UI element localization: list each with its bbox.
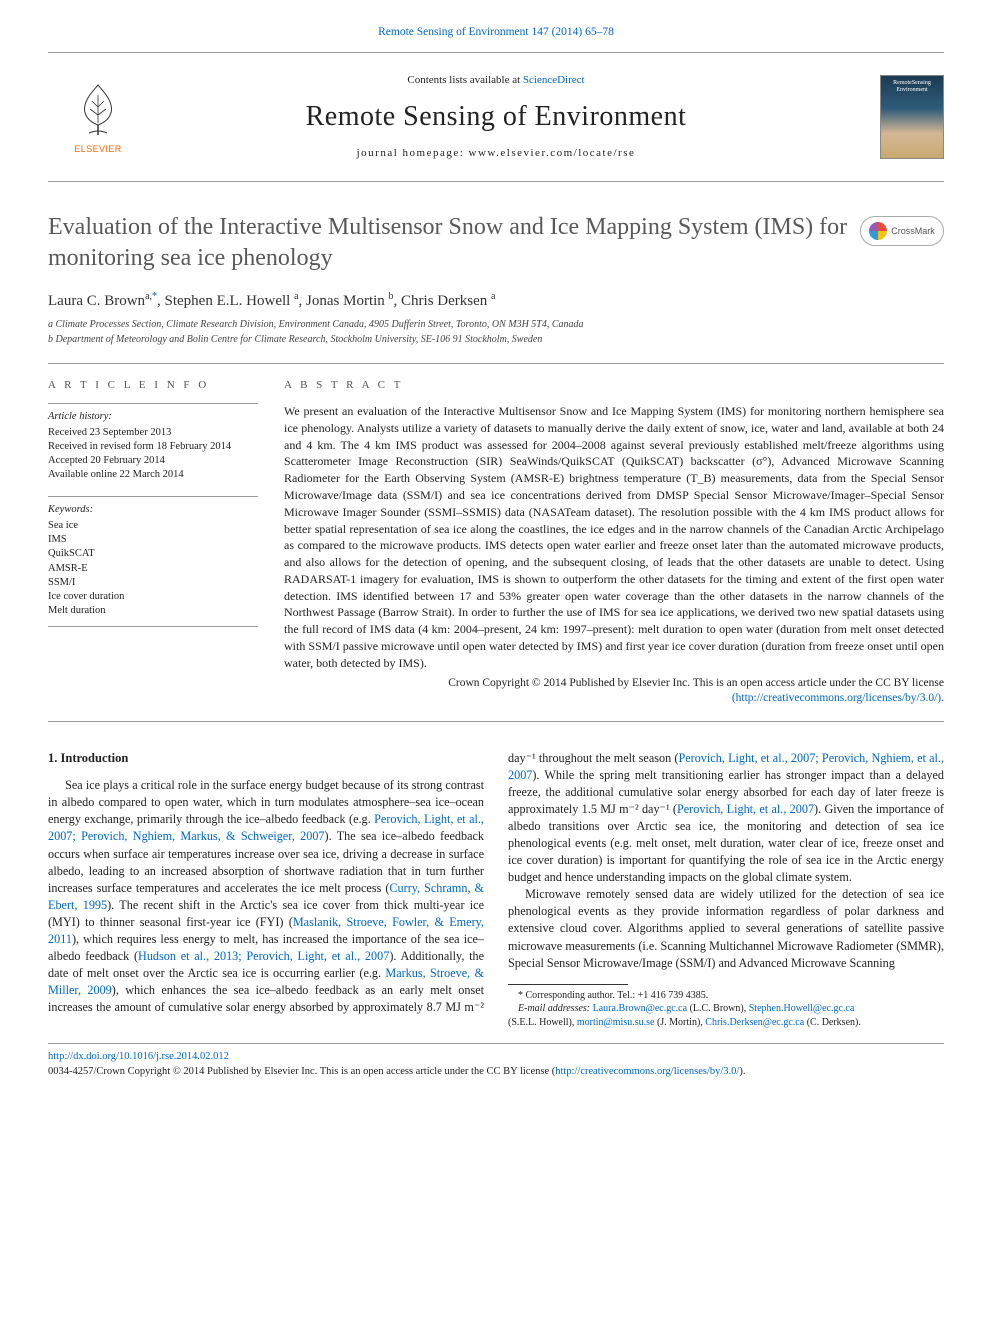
- homepage-url: www.elsevier.com/locate/rse: [469, 147, 636, 159]
- abstract-column: A B S T R A C T We present an evaluation…: [284, 378, 944, 707]
- affiliation-b: b Department of Meteorology and Bolin Ce…: [48, 333, 944, 347]
- history-accepted: Accepted 20 February 2014: [48, 454, 258, 468]
- corresponding-author-footnote: * Corresponding author. Tel.: +1 416 739…: [508, 989, 944, 1003]
- keyword-4: SSM/I: [48, 576, 258, 590]
- keyword-3: AMSR-E: [48, 562, 258, 576]
- cite-4[interactable]: Hudson et al., 2013; Perovich, Light, et…: [138, 949, 389, 963]
- doi-link[interactable]: http://dx.doi.org/10.1016/j.rse.2014.02.…: [48, 1051, 229, 1062]
- body-p2: Microwave remotely sensed data are widel…: [508, 886, 944, 971]
- email-2[interactable]: Stephen.Howell@ec.gc.ca: [749, 1003, 855, 1014]
- journal-masthead: ELSEVIER Contents lists available at Sci…: [48, 52, 944, 182]
- abstract-text: We present an evaluation of the Interact…: [284, 403, 944, 672]
- email-1-name: (L.C. Brown),: [687, 1003, 749, 1014]
- crossmark-icon: [869, 222, 887, 240]
- article-info-heading: A R T I C L E I N F O: [48, 378, 258, 393]
- page-footer: http://dx.doi.org/10.1016/j.rse.2014.02.…: [48, 1043, 944, 1079]
- keywords-label: Keywords:: [48, 503, 258, 518]
- email-4-name: (C. Derksen).: [804, 1017, 861, 1028]
- author-3: , Jonas Mortin: [299, 293, 389, 309]
- footer-license-link[interactable]: http://creativecommons.org/licenses/by/3…: [555, 1066, 739, 1077]
- sciencedirect-link[interactable]: ScienceDirect: [523, 74, 585, 86]
- abstract-heading: A B S T R A C T: [284, 378, 944, 393]
- copyright-text: Crown Copyright © 2014 Published by Else…: [448, 677, 944, 689]
- keyword-0: Sea ice: [48, 519, 258, 533]
- journal-title: Remote Sensing of Environment: [148, 97, 844, 136]
- contents-available-line: Contents lists available at ScienceDirec…: [148, 73, 844, 88]
- contents-prefix: Contents lists available at: [407, 74, 522, 86]
- cover-text-2: Environment: [896, 87, 927, 94]
- footnote-rule: [508, 984, 628, 985]
- top-citation-link[interactable]: Remote Sensing of Environment 147 (2014)…: [378, 26, 614, 38]
- body-two-column: 1. Introduction Sea ice plays a critical…: [48, 721, 944, 1030]
- email-2-name: (S.E.L. Howell),: [508, 1017, 577, 1028]
- section-1-heading: 1. Introduction: [48, 750, 484, 768]
- authors-line: Laura C. Browna,*, Stephen E.L. Howell a…: [48, 290, 944, 312]
- keyword-1: IMS: [48, 533, 258, 547]
- publisher-block: ELSEVIER: [48, 79, 148, 156]
- email-1[interactable]: Laura.Brown@ec.gc.ca: [593, 1003, 687, 1014]
- cover-text-1: RemoteSensing: [893, 80, 931, 87]
- cite-7[interactable]: Perovich, Light, et al., 2007: [677, 802, 814, 816]
- affiliations-block: a Climate Processes Section, Climate Res…: [48, 318, 944, 347]
- keyword-6: Melt duration: [48, 604, 258, 618]
- emails-prefix: E-mail addresses:: [518, 1003, 593, 1014]
- email-4[interactable]: Chris.Derksen@ec.gc.ca: [705, 1017, 804, 1028]
- article-title: Evaluation of the Interactive Multisenso…: [48, 212, 848, 273]
- footer-copyright-b: ).: [739, 1066, 745, 1077]
- journal-cover-thumbnail: RemoteSensing Environment: [880, 75, 944, 159]
- author-4: , Chris Derksen: [394, 293, 492, 309]
- email-3[interactable]: mortin@misu.su.se: [577, 1017, 655, 1028]
- history-online: Available online 22 March 2014: [48, 468, 258, 482]
- email-3-name: (J. Mortin),: [654, 1017, 705, 1028]
- author-4-affil: a: [491, 291, 495, 302]
- history-revised: Received in revised form 18 February 201…: [48, 440, 258, 454]
- author-1-affil: a,: [145, 291, 152, 302]
- license-link[interactable]: (http://creativecommons.org/licenses/by/…: [732, 692, 944, 704]
- abstract-copyright: Crown Copyright © 2014 Published by Else…: [284, 676, 944, 707]
- footer-copyright: 0034-4257/Crown Copyright © 2014 Publish…: [48, 1065, 944, 1080]
- author-1: Laura C. Brown: [48, 293, 145, 309]
- footer-copyright-a: 0034-4257/Crown Copyright © 2014 Publish…: [48, 1066, 555, 1077]
- journal-homepage-line: journal homepage: www.elsevier.com/locat…: [148, 146, 844, 161]
- email-footnote: E-mail addresses: Laura.Brown@ec.gc.ca (…: [508, 1002, 944, 1029]
- affiliation-a: a Climate Processes Section, Climate Res…: [48, 318, 944, 332]
- top-citation: Remote Sensing of Environment 147 (2014)…: [48, 24, 944, 40]
- homepage-prefix: journal homepage:: [357, 147, 469, 159]
- keyword-5: Ice cover duration: [48, 590, 258, 604]
- history-received: Received 23 September 2013: [48, 426, 258, 440]
- crossmark-badge[interactable]: CrossMark: [860, 216, 944, 246]
- article-history-label: Article history:: [48, 410, 258, 425]
- publisher-wordmark: ELSEVIER: [74, 143, 121, 156]
- crossmark-label: CrossMark: [891, 225, 935, 238]
- article-info-column: A R T I C L E I N F O Article history: R…: [48, 378, 258, 707]
- keyword-2: QuikSCAT: [48, 547, 258, 561]
- author-2: , Stephen E.L. Howell: [157, 293, 294, 309]
- elsevier-tree-logo: [71, 79, 125, 141]
